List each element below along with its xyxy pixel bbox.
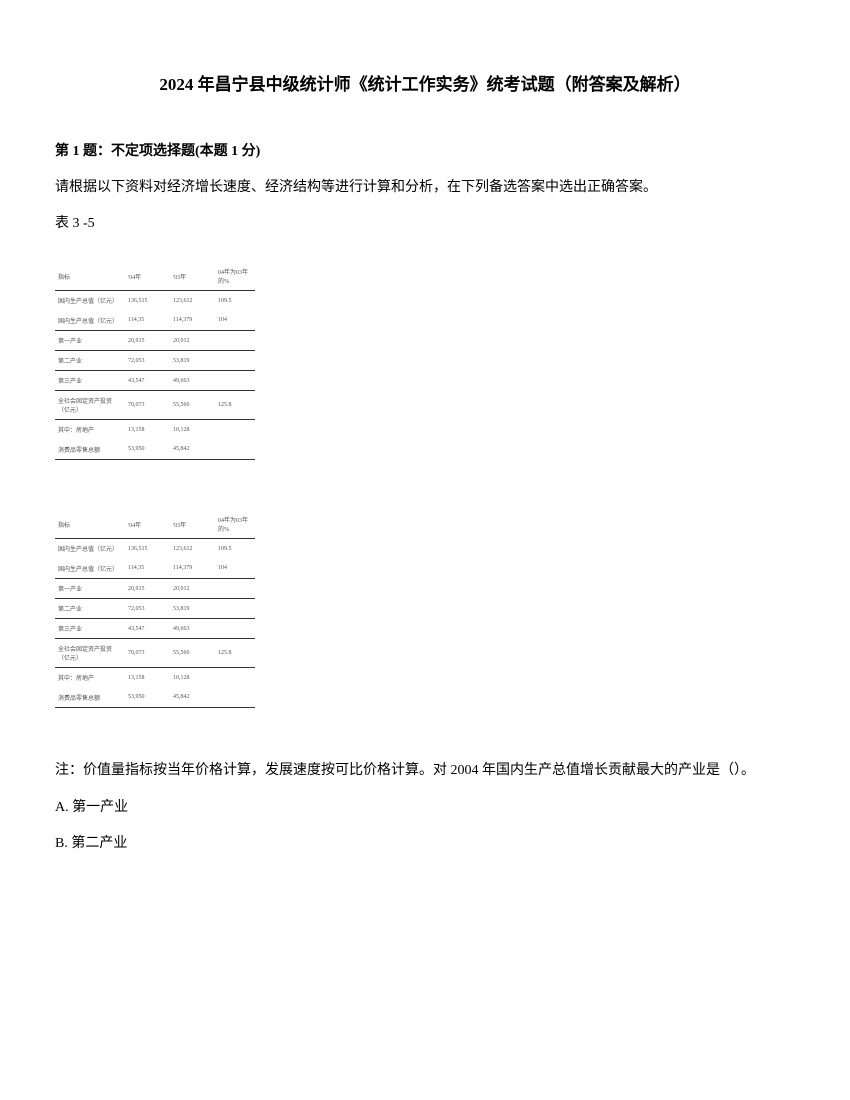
- option-a: A. 第一产业: [55, 795, 795, 820]
- cell: 114,379: [170, 559, 215, 579]
- cell: 70,073: [125, 639, 170, 668]
- table-row: 全社会固定资产投资（亿元） 70,073 55,566 125.8: [55, 639, 255, 668]
- table-row: 国内生产总值（亿元） 136,515 123,612 109.5: [55, 291, 255, 311]
- cell: 04年为03年的%: [215, 510, 255, 539]
- cell: 55,566: [170, 639, 215, 668]
- cell: 55,566: [170, 391, 215, 420]
- cell: 70,073: [125, 391, 170, 420]
- cell: 53,819: [170, 351, 215, 371]
- cell: 国内生产总值（亿元）: [55, 539, 125, 559]
- cell: 53,950: [125, 440, 170, 460]
- cell: '04年: [125, 262, 170, 291]
- cell: 第一产业: [55, 579, 125, 599]
- cell: '04年: [125, 510, 170, 539]
- cell: 20,915: [125, 331, 170, 351]
- table-row: 第一产业 20,915 20,012: [55, 331, 255, 351]
- cell: 123,612: [170, 291, 215, 311]
- question-text: 请根据以下资料对经济增长速度、经济结构等进行计算和分析，在下列备选答案中选出正确…: [55, 175, 795, 200]
- table-label: 表 3 -5: [55, 212, 795, 232]
- cell: 53,819: [170, 599, 215, 619]
- cell: 53,950: [125, 688, 170, 708]
- cell: 国内生产总值（亿元）: [55, 291, 125, 311]
- cell: 第三产业: [55, 619, 125, 639]
- cell: [215, 668, 255, 688]
- cell: 10,128: [170, 420, 215, 440]
- cell: [215, 440, 255, 460]
- cell: 其中：房地产: [55, 420, 125, 440]
- cell: 国内生产总值（亿元）: [55, 559, 125, 579]
- cell: 109.5: [215, 291, 255, 311]
- cell: 123,612: [170, 539, 215, 559]
- table-row: 全社会固定资产投资（亿元） 70,073 55,566 125.8: [55, 391, 255, 420]
- table-row: 国内生产总值（亿元） 114,35 114,379 104: [55, 559, 255, 579]
- cell: 国内生产总值（亿元）: [55, 311, 125, 331]
- cell: 第三产业: [55, 371, 125, 391]
- cell: 49,663: [170, 619, 215, 639]
- cell: '03年: [170, 510, 215, 539]
- cell: 72,053: [125, 599, 170, 619]
- table-row: 其中：房地产 13,158 10,128: [55, 668, 255, 688]
- data-table-1: 指标 '04年 '03年 04年为03年的% 国内生产总值（亿元） 136,51…: [55, 262, 255, 460]
- cell: 13,158: [125, 420, 170, 440]
- cell: 20,915: [125, 579, 170, 599]
- cell: 消费品零售总额: [55, 440, 125, 460]
- cell: 114,35: [125, 311, 170, 331]
- data-table-2: 指标 '04年 '03年 04年为03年的% 国内生产总值（亿元） 136,51…: [55, 510, 255, 708]
- cell: 指标: [55, 510, 125, 539]
- cell: [215, 351, 255, 371]
- cell: 45,842: [170, 440, 215, 460]
- table-row: 国内生产总值（亿元） 114,35 114,379 104: [55, 311, 255, 331]
- cell: 第二产业: [55, 351, 125, 371]
- cell: 20,012: [170, 331, 215, 351]
- note-text: 注：价值量指标按当年价格计算，发展速度按可比价格计算。对 2004 年国内生产总…: [55, 758, 795, 783]
- cell: 114,35: [125, 559, 170, 579]
- cell: 125.8: [215, 391, 255, 420]
- table-row: 第三产业 43,547 49,663: [55, 371, 255, 391]
- cell: 消费品零售总额: [55, 688, 125, 708]
- cell: '03年: [170, 262, 215, 291]
- cell: 136,515: [125, 539, 170, 559]
- cell: 45,842: [170, 688, 215, 708]
- cell: 104: [215, 311, 255, 331]
- cell: 10,128: [170, 668, 215, 688]
- cell: 第一产业: [55, 331, 125, 351]
- cell: 104: [215, 559, 255, 579]
- cell: [215, 619, 255, 639]
- table-row: 指标 '04年 '03年 04年为03年的%: [55, 510, 255, 539]
- cell: 第二产业: [55, 599, 125, 619]
- cell: 全社会固定资产投资（亿元）: [55, 391, 125, 420]
- table-row: 国内生产总值（亿元） 136,515 123,612 109.5: [55, 539, 255, 559]
- option-b: B. 第二产业: [55, 831, 795, 856]
- cell: [215, 579, 255, 599]
- cell: 43,547: [125, 619, 170, 639]
- cell: [215, 420, 255, 440]
- cell: 20,012: [170, 579, 215, 599]
- cell: 04年为03年的%: [215, 262, 255, 291]
- cell: [215, 599, 255, 619]
- cell: 全社会固定资产投资（亿元）: [55, 639, 125, 668]
- cell: [215, 371, 255, 391]
- cell: 109.5: [215, 539, 255, 559]
- cell: 72,053: [125, 351, 170, 371]
- cell: 13,158: [125, 668, 170, 688]
- table-row: 第二产业 72,053 53,819: [55, 599, 255, 619]
- table-row: 消费品零售总额 53,950 45,842: [55, 440, 255, 460]
- cell: [215, 331, 255, 351]
- cell: 125.8: [215, 639, 255, 668]
- cell: [215, 688, 255, 708]
- cell: 43,547: [125, 371, 170, 391]
- table-row: 第一产业 20,915 20,012: [55, 579, 255, 599]
- table-row: 第三产业 43,547 49,663: [55, 619, 255, 639]
- table-row: 其中：房地产 13,158 10,128: [55, 420, 255, 440]
- cell: 49,663: [170, 371, 215, 391]
- cell: 指标: [55, 262, 125, 291]
- cell: 114,379: [170, 311, 215, 331]
- cell: 其中：房地产: [55, 668, 125, 688]
- table-row: 第二产业 72,053 53,819: [55, 351, 255, 371]
- document-title: 2024 年昌宁县中级统计师《统计工作实务》统考试题（附答案及解析）: [55, 70, 795, 95]
- table-row: 消费品零售总额 53,950 45,842: [55, 688, 255, 708]
- table-row: 指标 '04年 '03年 04年为03年的%: [55, 262, 255, 291]
- question-header: 第 1 题：不定项选择题(本题 1 分): [55, 140, 795, 160]
- cell: 136,515: [125, 291, 170, 311]
